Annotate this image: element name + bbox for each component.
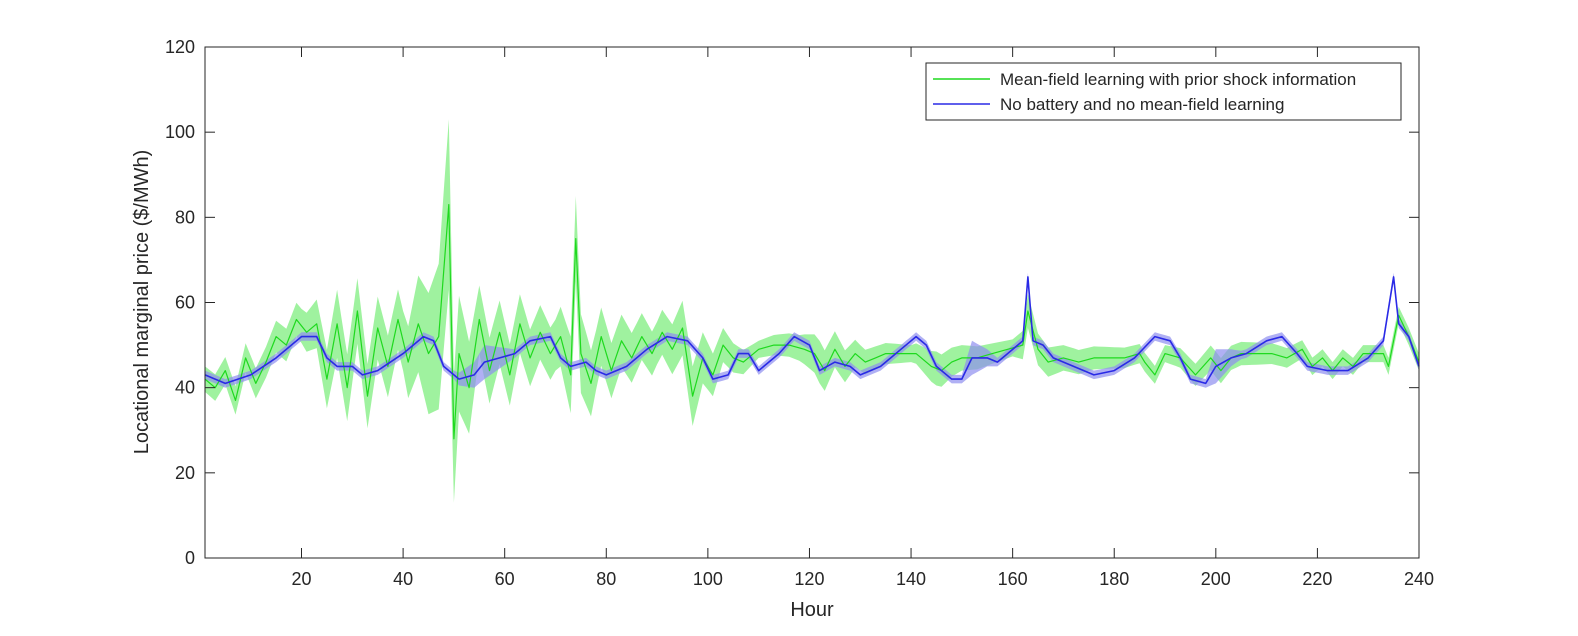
x-axis: 20 40 60 80 100 120 140 160 180 200 220 240 (291, 47, 1434, 589)
x-tick-label: 20 (291, 569, 311, 589)
y-tick-label: 20 (175, 463, 195, 483)
series-lines (204, 204, 1420, 440)
y-axis: 0 20 40 60 80 100 120 (165, 37, 1419, 568)
x-tick-label: 60 (495, 569, 515, 589)
legend-box (925, 62, 1402, 121)
x-tick-label: 100 (693, 569, 723, 589)
confidence-bands (205, 119, 1419, 503)
x-tick-label: 40 (393, 569, 413, 589)
y-tick-label: 40 (175, 378, 195, 398)
x-tick-label: 200 (1201, 569, 1231, 589)
y-tick-label: 120 (165, 37, 195, 57)
x-tick-label: 120 (794, 569, 824, 589)
line-series-0 (204, 204, 1420, 440)
y-tick-label: 0 (185, 548, 195, 568)
legend-label-no-battery: No battery and no mean-field learning (1000, 95, 1284, 114)
x-tick-label: 220 (1302, 569, 1332, 589)
x-tick-label: 80 (596, 569, 616, 589)
y-tick-label: 60 (175, 293, 195, 313)
x-tick-label: 180 (1099, 569, 1129, 589)
y-tick-label: 100 (165, 122, 195, 142)
line-series-1 (204, 276, 1420, 385)
y-axis-label: Locational marginal price ($/MWh) (131, 150, 153, 455)
legend: Mean-field learning with prior shock inf… (925, 62, 1402, 121)
band-series-1 (205, 272, 1419, 388)
x-tick-label: 160 (998, 569, 1028, 589)
legend-label-mean-field: Mean-field learning with prior shock inf… (1000, 70, 1356, 89)
x-axis-label: Hour (790, 599, 834, 621)
x-tick-label: 140 (896, 569, 926, 589)
plot-area (205, 47, 1419, 558)
y-tick-label: 80 (175, 207, 195, 227)
x-tick-label: 240 (1404, 569, 1434, 589)
